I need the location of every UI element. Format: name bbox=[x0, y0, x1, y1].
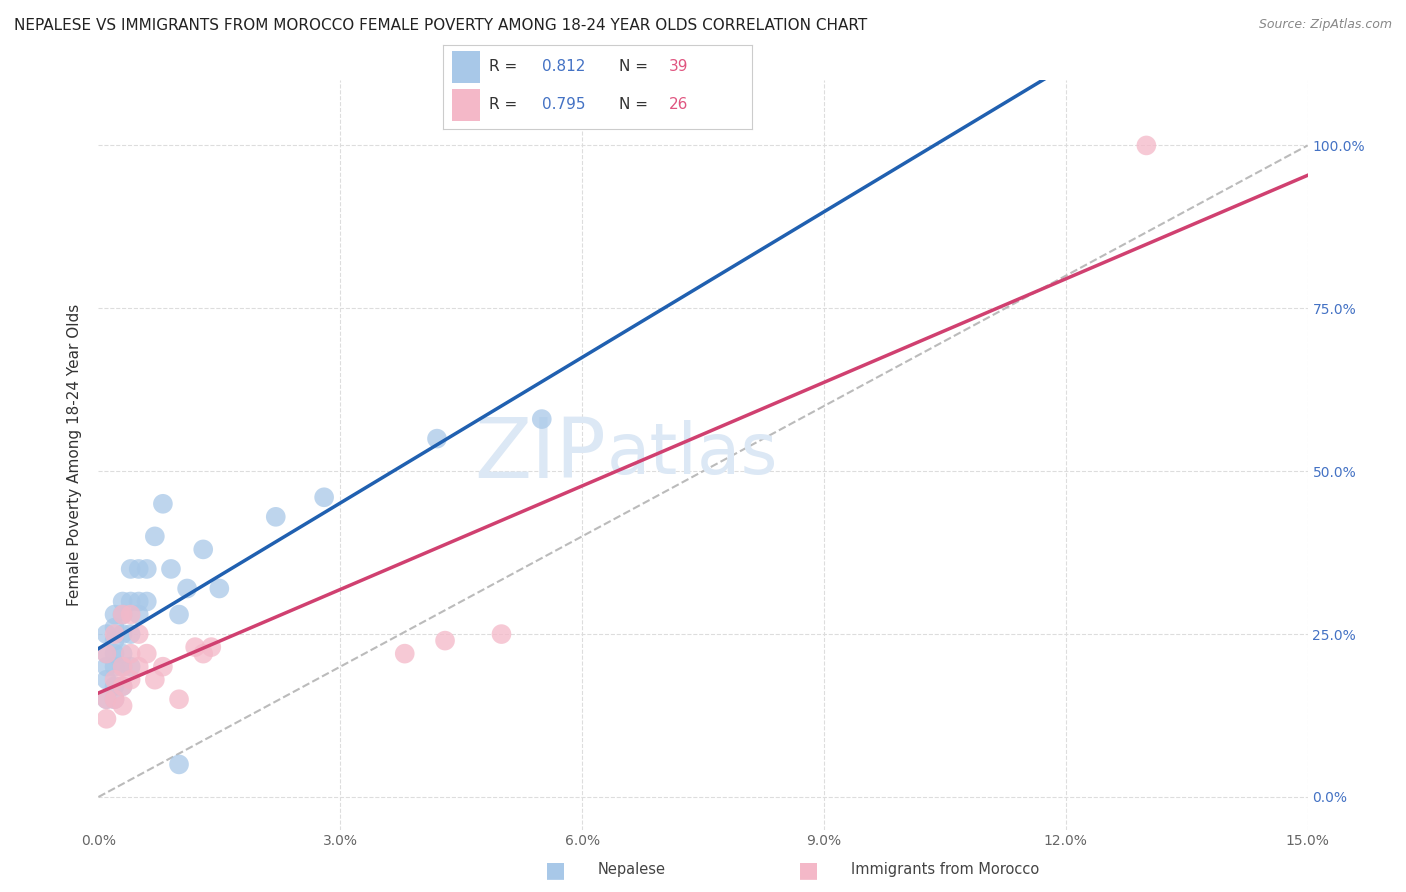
Point bbox=[96, 712, 118, 726]
Point bbox=[135, 562, 157, 576]
Point bbox=[111, 659, 134, 673]
Point bbox=[167, 692, 190, 706]
Text: atlas: atlas bbox=[606, 420, 778, 490]
Point bbox=[103, 621, 125, 635]
Text: 26: 26 bbox=[669, 97, 688, 112]
Point bbox=[394, 647, 416, 661]
Point bbox=[96, 659, 118, 673]
Point bbox=[96, 692, 118, 706]
Point bbox=[426, 432, 449, 446]
Text: ZIP: ZIP bbox=[474, 415, 606, 495]
Point bbox=[128, 659, 150, 673]
Point bbox=[314, 490, 336, 504]
Point bbox=[434, 633, 457, 648]
Point bbox=[491, 627, 513, 641]
Point bbox=[120, 659, 142, 673]
Point bbox=[120, 627, 142, 641]
Point bbox=[128, 594, 150, 608]
Text: ■: ■ bbox=[799, 860, 818, 880]
Point bbox=[128, 607, 150, 622]
Bar bbox=[453, 51, 479, 83]
Bar bbox=[453, 88, 479, 120]
Text: N =: N = bbox=[619, 97, 652, 112]
Point bbox=[200, 640, 222, 654]
Point bbox=[120, 562, 142, 576]
Point bbox=[128, 562, 150, 576]
Point bbox=[96, 692, 118, 706]
Point bbox=[193, 542, 215, 557]
Point bbox=[111, 679, 134, 693]
Point bbox=[120, 647, 142, 661]
Point bbox=[111, 647, 134, 661]
Point bbox=[96, 647, 118, 661]
Point bbox=[103, 659, 125, 673]
Point bbox=[111, 698, 134, 713]
Point bbox=[167, 607, 190, 622]
Point bbox=[128, 627, 150, 641]
Point bbox=[103, 607, 125, 622]
Point bbox=[264, 509, 287, 524]
Point bbox=[120, 594, 142, 608]
Point bbox=[143, 529, 166, 543]
Point bbox=[208, 582, 231, 596]
Point bbox=[120, 607, 142, 622]
Point bbox=[135, 594, 157, 608]
Point bbox=[193, 647, 215, 661]
Text: 0.795: 0.795 bbox=[541, 97, 585, 112]
Text: 39: 39 bbox=[669, 59, 688, 74]
Point bbox=[96, 673, 118, 687]
Point bbox=[530, 412, 553, 426]
Point bbox=[103, 633, 125, 648]
Point bbox=[120, 673, 142, 687]
Point bbox=[152, 659, 174, 673]
Point bbox=[111, 607, 134, 622]
Point bbox=[143, 673, 166, 687]
Point bbox=[111, 659, 134, 673]
Point bbox=[111, 594, 134, 608]
Point bbox=[111, 607, 134, 622]
Text: Nepalese: Nepalese bbox=[598, 863, 665, 877]
Text: R =: R = bbox=[489, 59, 523, 74]
Point bbox=[1135, 138, 1157, 153]
Point bbox=[111, 679, 134, 693]
Point bbox=[103, 692, 125, 706]
Point bbox=[160, 562, 183, 576]
Point bbox=[135, 647, 157, 661]
Point bbox=[96, 647, 118, 661]
Point bbox=[152, 497, 174, 511]
Text: Immigrants from Morocco: Immigrants from Morocco bbox=[851, 863, 1039, 877]
Point bbox=[96, 627, 118, 641]
Point bbox=[103, 679, 125, 693]
Point bbox=[167, 757, 190, 772]
Y-axis label: Female Poverty Among 18-24 Year Olds: Female Poverty Among 18-24 Year Olds bbox=[67, 304, 83, 606]
Point bbox=[103, 647, 125, 661]
Text: Source: ZipAtlas.com: Source: ZipAtlas.com bbox=[1258, 18, 1392, 31]
Point bbox=[103, 692, 125, 706]
Text: R =: R = bbox=[489, 97, 523, 112]
Point bbox=[111, 627, 134, 641]
Text: ■: ■ bbox=[546, 860, 565, 880]
Text: N =: N = bbox=[619, 59, 652, 74]
Point bbox=[184, 640, 207, 654]
Text: NEPALESE VS IMMIGRANTS FROM MOROCCO FEMALE POVERTY AMONG 18-24 YEAR OLDS CORRELA: NEPALESE VS IMMIGRANTS FROM MOROCCO FEMA… bbox=[14, 18, 868, 33]
Point bbox=[176, 582, 198, 596]
Point bbox=[103, 627, 125, 641]
Point bbox=[103, 673, 125, 687]
Text: 0.812: 0.812 bbox=[541, 59, 585, 74]
